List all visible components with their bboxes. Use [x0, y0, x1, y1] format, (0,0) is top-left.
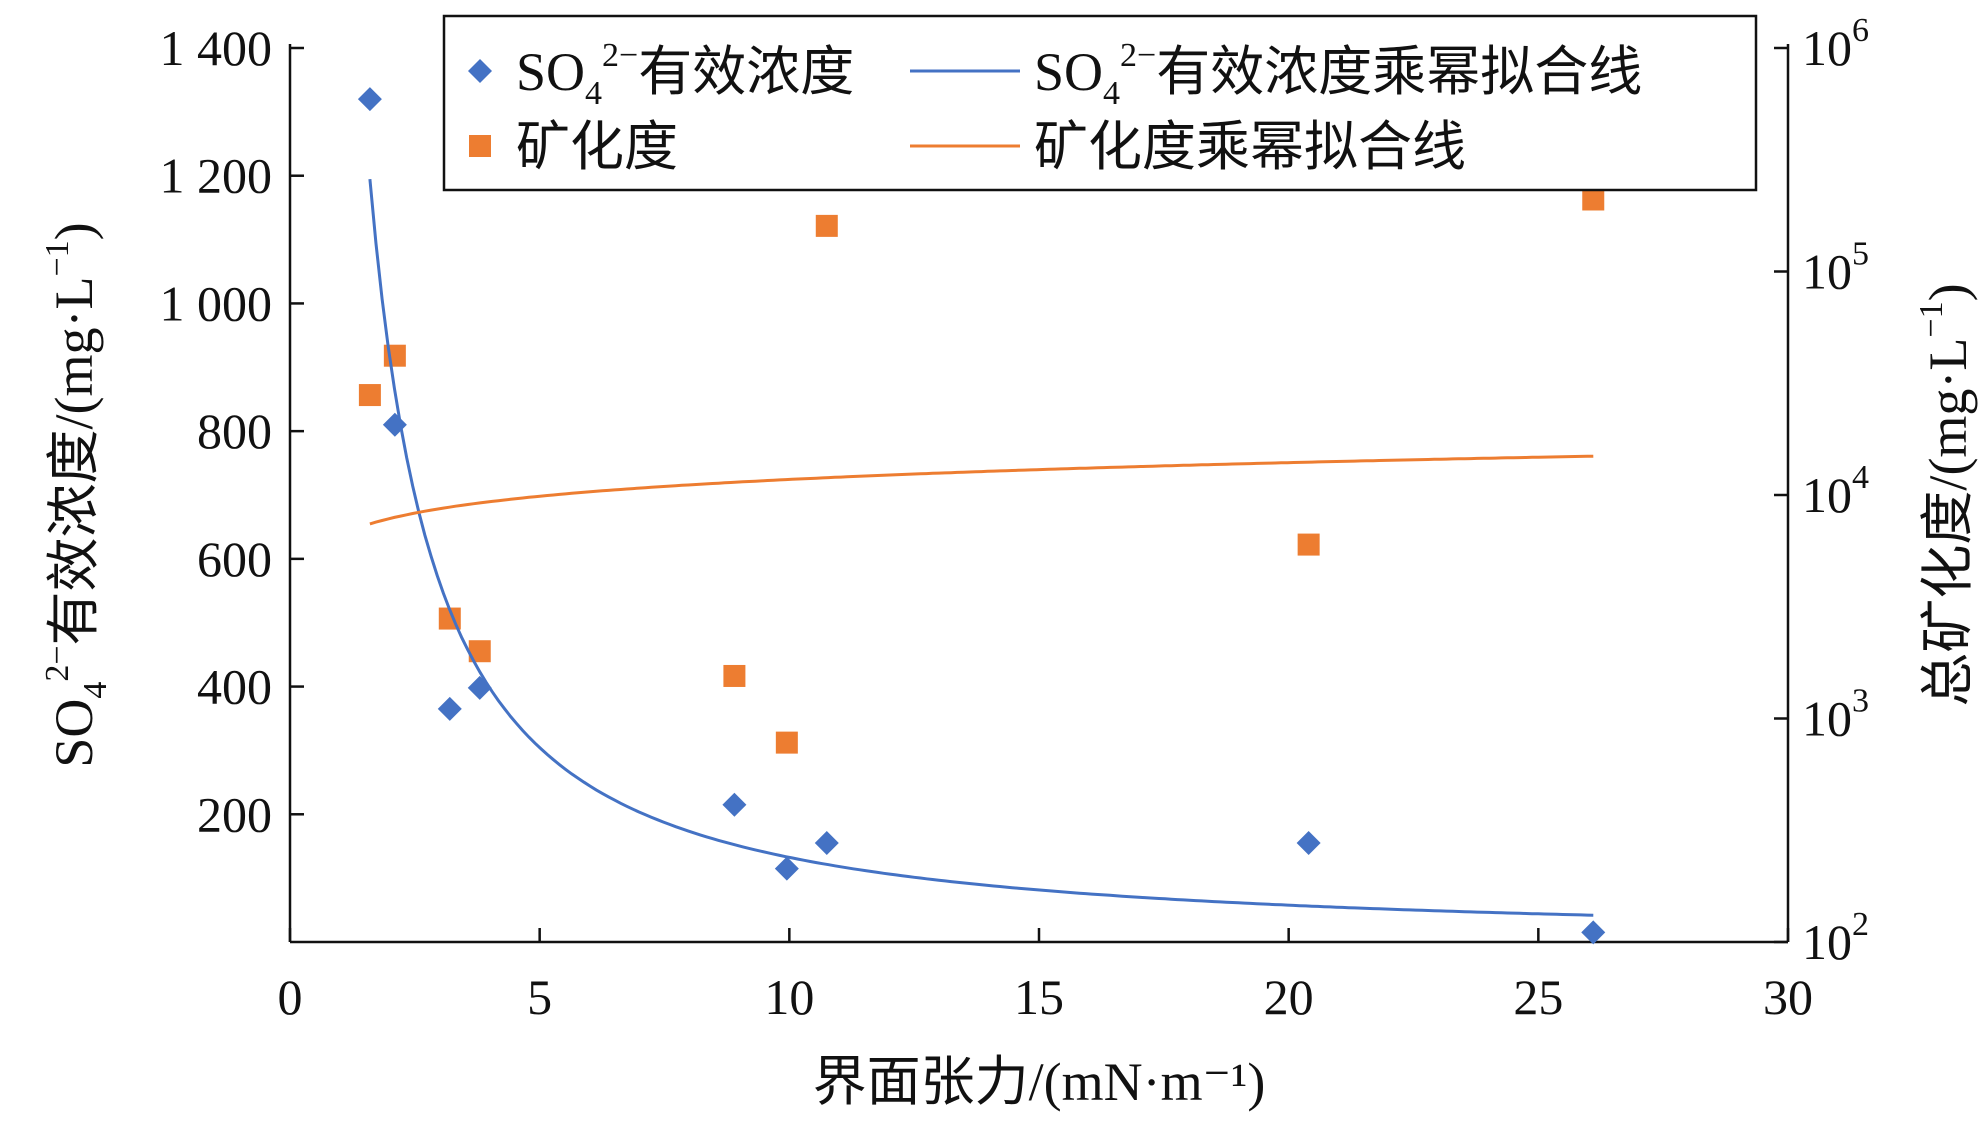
x-tick-label: 5	[527, 969, 552, 1025]
legend-label-tds: 矿化度	[516, 117, 678, 177]
x-tick-label: 20	[1264, 969, 1314, 1025]
y-left-tick-label: 1 400	[160, 20, 273, 76]
axes: 0 5 10 15 20 25 30 200 400 600 800 1 000 1 200 1 400 1…	[39, 12, 1978, 1112]
legend-marker-so4	[468, 59, 492, 83]
tds-point	[358, 384, 381, 407]
legend-label-so4: SO42−有效浓度	[516, 37, 854, 112]
y-left-tick-label: 200	[197, 786, 272, 842]
y-right-tick-label: 103	[1802, 683, 1869, 747]
x-tick-label: 0	[278, 969, 303, 1025]
y-right-tick-label: 102	[1802, 906, 1869, 970]
tds-point	[1582, 188, 1605, 211]
so4-point	[722, 792, 747, 817]
y-left-tick-label: 1 200	[160, 148, 273, 204]
tds-point	[723, 664, 746, 687]
legend-label-so4fit: SO42−有效浓度乘幂拟合线	[1034, 37, 1642, 112]
tdsfit-fit-line	[369, 454, 1594, 526]
legend-marker-tds	[469, 135, 491, 157]
y-right-tick-label: 105	[1802, 236, 1869, 300]
y-left-tick-label: 1 000	[160, 275, 273, 331]
x-tick-label: 30	[1763, 969, 1813, 1025]
tds-point	[775, 731, 798, 754]
legend-box	[442, 14, 1758, 192]
x-axis-title: 界面张力/(mN·m⁻¹)	[813, 1052, 1266, 1112]
y-right-tick-label: 106	[1802, 12, 1869, 76]
so4-point	[1581, 920, 1606, 945]
so4-point	[357, 87, 382, 112]
y-left-axis-title: SO42−有效浓度/(mg·L−1)	[39, 222, 114, 767]
x-tick-label: 15	[1014, 969, 1064, 1025]
so4-point	[774, 856, 799, 881]
y-right-axis-title: 总矿化度/(mg·L−1)	[1913, 283, 1978, 706]
so4fit-fit-line	[368, 178, 1594, 917]
tds-point	[468, 640, 491, 663]
tds-point	[1297, 533, 1320, 556]
series-layer	[357, 87, 1606, 945]
x-tick-label: 25	[1513, 969, 1563, 1025]
so4-point	[1296, 831, 1321, 856]
legend-label-tdsfit: 矿化度乘幂拟合线	[1034, 117, 1466, 177]
y-left-tick-label: 800	[197, 403, 272, 459]
y-right-tick-label: 104	[1802, 459, 1869, 523]
y-left-tick-label: 600	[197, 531, 272, 587]
y-left-tick-label: 400	[197, 659, 272, 715]
so4-point	[437, 696, 462, 721]
x-tick-label: 10	[764, 969, 814, 1025]
tds-point	[815, 214, 838, 237]
so4-point	[814, 831, 839, 856]
